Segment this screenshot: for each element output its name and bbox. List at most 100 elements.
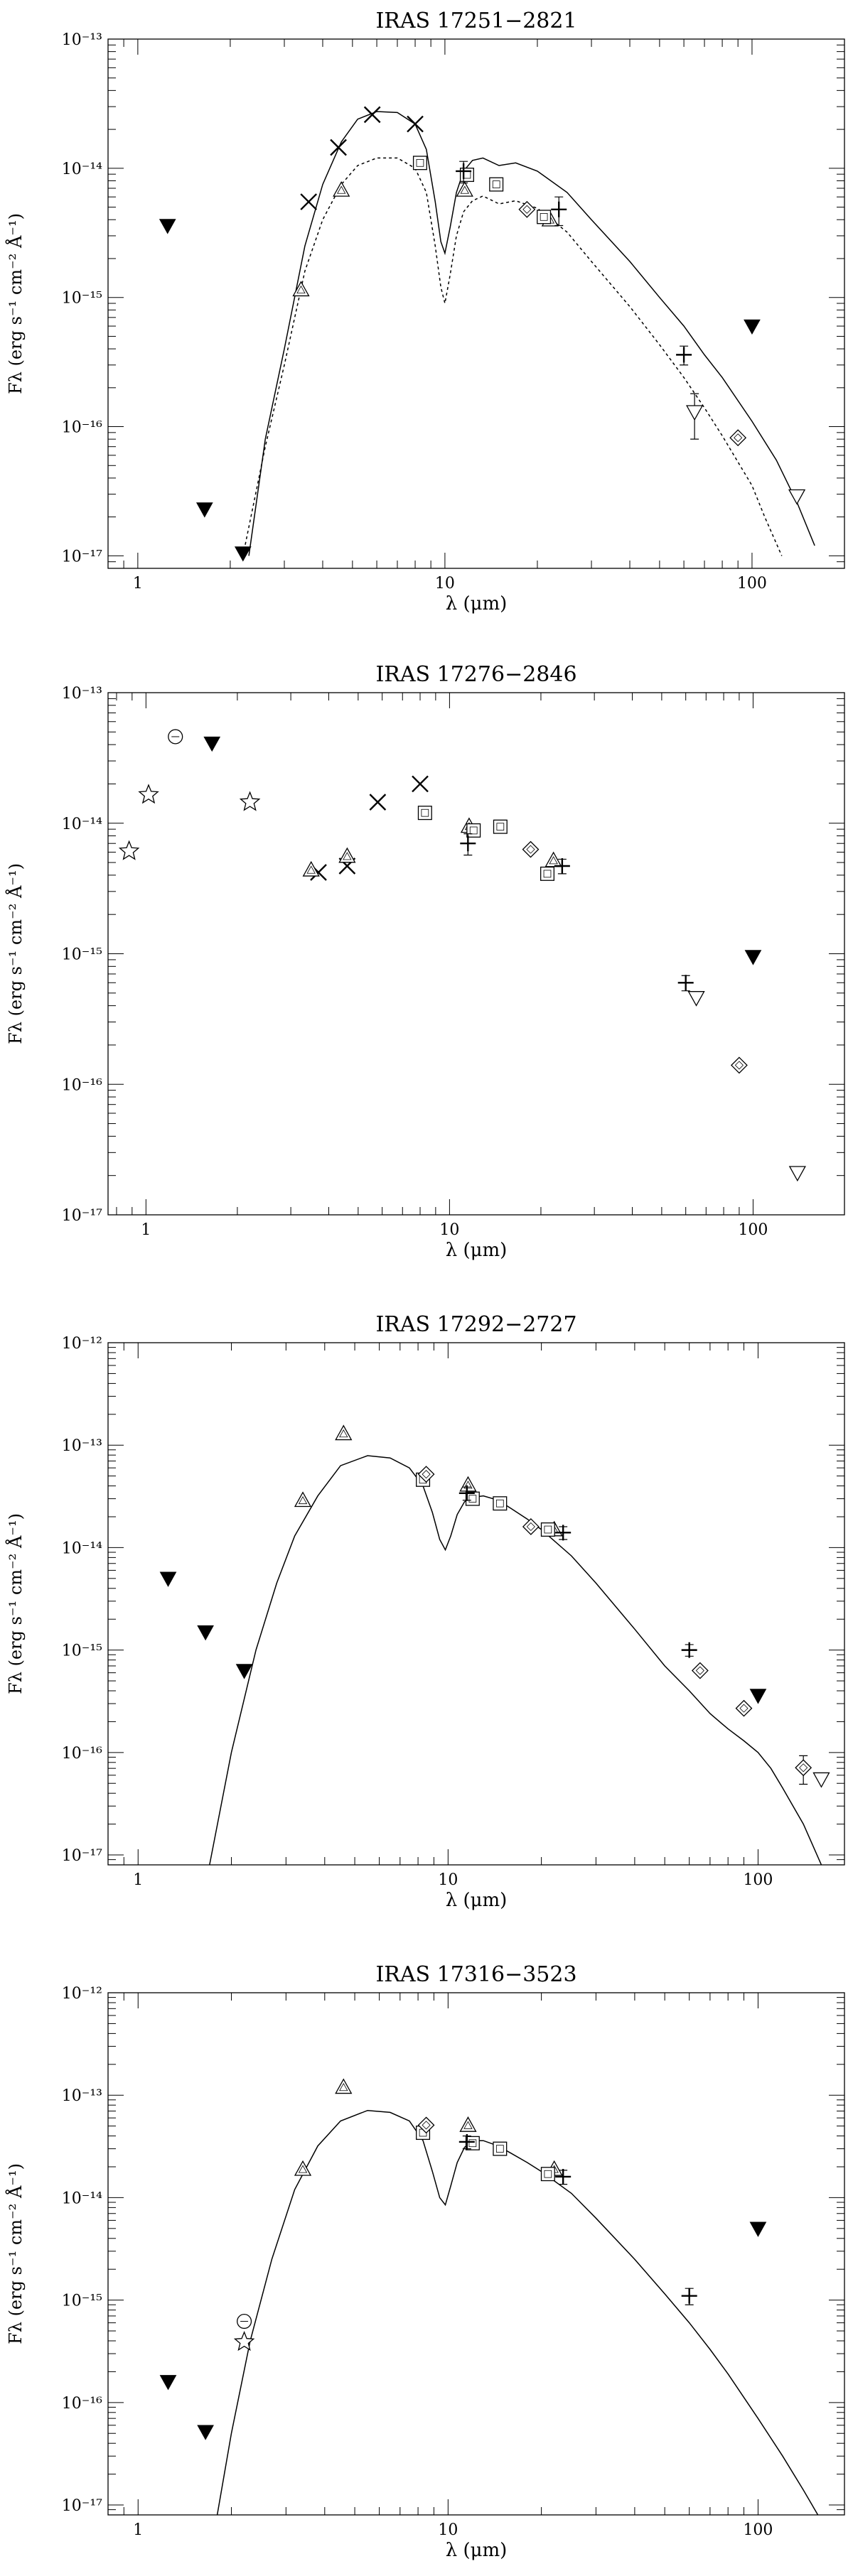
marker-plus	[681, 1642, 697, 1658]
marker-open-square	[493, 1496, 508, 1511]
marker-open-diamond	[795, 1759, 812, 1777]
marker-triangle-inner	[460, 185, 469, 194]
marker-open-star	[233, 2331, 255, 2352]
chart-title: IRAS 17316−3523	[375, 1962, 576, 1987]
marker-open-triangle	[333, 180, 350, 197]
marker-open-diamond	[730, 1056, 748, 1074]
y-tick-label: 10⁻¹⁵	[62, 2293, 102, 2310]
model-curve-dashed	[242, 157, 783, 556]
y-ticks	[108, 38, 844, 569]
marker-triangle-inner	[339, 2083, 348, 2091]
y-axis-label: Fλ (erg s⁻¹ cm⁻² Å⁻¹)	[5, 1513, 26, 1694]
marker-open-square	[466, 823, 481, 838]
marker-triangle-inner	[306, 865, 316, 874]
marker-square-inner	[421, 808, 429, 817]
y-axis-label: Fλ (erg s⁻¹ cm⁻² Å⁻¹)	[5, 213, 26, 394]
x-tick-label: 1	[133, 2521, 143, 2539]
x-tick-label: 10	[439, 1221, 459, 1239]
marker-open-square	[489, 177, 504, 192]
marker-square-inner	[543, 870, 552, 878]
plot-frame	[107, 1342, 845, 1866]
marker-square-inner	[469, 826, 478, 835]
data-points	[159, 106, 806, 562]
y-tick-label: 10⁻¹⁷	[62, 1207, 102, 1225]
x-axis-label: λ (μm)	[446, 1890, 508, 1911]
marker-plus	[460, 835, 476, 852]
marker-open-diamond	[522, 840, 540, 858]
marker-open-square	[540, 866, 555, 881]
marker-open-square	[465, 2136, 480, 2150]
marker-square-inner	[495, 1499, 504, 1508]
marker-plus	[555, 2168, 572, 2185]
marker-open-triangle	[459, 2116, 477, 2132]
y-tick-label: 10⁻¹⁶	[62, 1745, 102, 1763]
marker-filled-down-triangle	[744, 950, 762, 965]
x-tick-label: 10	[438, 2521, 458, 2539]
chart-title: IRAS 17251−2821	[375, 9, 576, 33]
marker-open-diamond	[417, 2116, 435, 2134]
y-ticks	[108, 692, 844, 1216]
y-tick-label: 10⁻¹⁶	[62, 419, 102, 437]
marker-filled-down-triangle	[203, 736, 221, 752]
marker-open-diamond	[417, 1466, 435, 1483]
marker-open-square	[412, 156, 427, 171]
plot-frame	[107, 1992, 845, 2516]
x-ticks	[107, 1993, 758, 2515]
y-tick-label: 10⁻¹⁶	[62, 1076, 102, 1094]
y-tick-label: 10⁻¹⁴	[62, 816, 102, 833]
y-tick-label: 10⁻¹⁴	[62, 1539, 102, 1557]
marker-open-triangle	[335, 1424, 353, 1441]
marker-triangle-inner	[549, 856, 558, 865]
marker-plus	[676, 347, 692, 363]
marker-cross	[407, 115, 424, 133]
marker-open-down-triangle	[788, 1166, 806, 1182]
marker-triangle-inner	[298, 2165, 308, 2173]
marker-open-triangle	[294, 2160, 312, 2176]
marker-open-square	[459, 168, 474, 183]
marker-open-triangle	[335, 2078, 353, 2094]
marker-open-diamond	[729, 429, 747, 447]
marker-filled-down-triangle	[744, 319, 761, 335]
marker-open-triangle	[456, 180, 473, 197]
marker-triangle-inner	[296, 285, 306, 294]
marker-open-star	[138, 784, 159, 804]
marker-diamond-inner	[734, 1061, 744, 1070]
marker-filled-down-triangle	[197, 2425, 214, 2440]
marker-triangle-inner	[337, 185, 346, 194]
y-tick-label: 10⁻¹³	[62, 685, 102, 703]
marker-plus	[555, 1525, 572, 1541]
marker-filled-down-triangle	[195, 502, 213, 518]
y-tick-label: 10⁻¹³	[62, 31, 102, 49]
marker-filled-down-triangle	[235, 1664, 253, 1679]
y-tick-label: 10⁻¹⁷	[62, 2497, 102, 2515]
marker-open-triangle	[302, 860, 320, 877]
marker-open-square	[465, 1491, 480, 1506]
marker-cross	[363, 106, 381, 124]
x-tick-label: 100	[743, 2521, 773, 2539]
marker-plus	[551, 201, 567, 217]
y-ticks	[108, 1992, 844, 2516]
marker-filled-down-triangle	[749, 1689, 767, 1704]
marker-diamond-inner	[522, 205, 532, 214]
marker-diamond-inner	[422, 2121, 431, 2130]
marker-open-star	[118, 840, 140, 860]
y-tick-label: 10⁻¹³	[62, 2087, 102, 2105]
marker-square-inner	[496, 823, 505, 831]
model-curves	[209, 1455, 822, 1865]
x-ticks	[107, 39, 845, 568]
x-ticks	[107, 1343, 758, 1865]
marker-diamond-inner	[739, 1704, 749, 1713]
marker-diamond-inner	[526, 1522, 535, 1532]
chart-panel-1: 1 10 100 10⁻¹⁷ 10⁻¹⁶ 10⁻¹⁵ 10⁻¹⁴ 10⁻¹³ IRAS 1725…	[5, 9, 845, 615]
marker-square-inner	[495, 2145, 504, 2153]
marker-filled-down-triangle	[197, 1625, 214, 1641]
y-tick-label: 10⁻¹⁵	[62, 1643, 102, 1660]
marker-filled-down-triangle	[234, 546, 252, 562]
marker-cross	[300, 193, 318, 210]
y-tick-label: 10⁻¹⁵	[62, 290, 102, 308]
marker-open-square	[537, 210, 552, 224]
marker-triangle-inner	[463, 2121, 473, 2129]
y-axis-label: Fλ (erg s⁻¹ cm⁻² Å⁻¹)	[5, 863, 26, 1044]
